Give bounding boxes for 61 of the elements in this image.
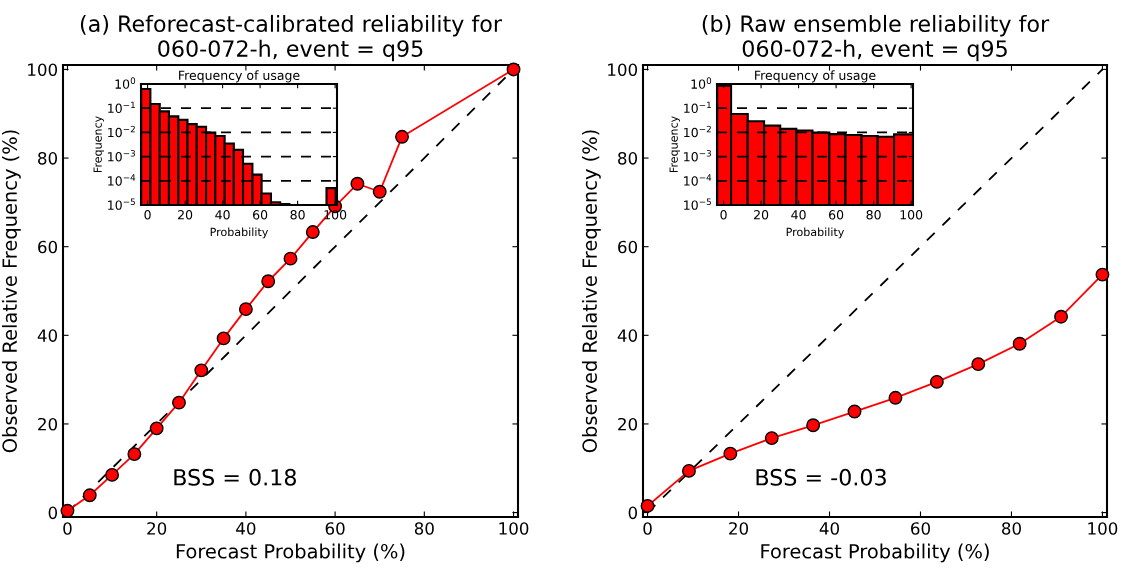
x-tick-label: 100	[499, 522, 529, 535]
x-axis-title: Forecast Probability (%)	[761, 543, 989, 563]
x-tick-label: 100	[900, 210, 923, 220]
x-tick-label: 0	[63, 522, 72, 535]
x-tick-label: 80	[866, 210, 881, 220]
x-tick-label: 80	[414, 522, 434, 535]
chart-title: (a) Reforecast-calibrated reliability for 060-072-h, event = q95	[80, 14, 502, 62]
y-axis-title: Frequency	[93, 116, 104, 173]
chart-title: Frequency of usage	[755, 70, 876, 83]
y-tick-label: 10$^{−2}$	[108, 125, 135, 138]
y-tick-label: 10$^{−4}$	[684, 174, 712, 186]
x-tick-label: 60	[325, 522, 345, 535]
x-tick-label: 0	[643, 522, 652, 535]
y-tick-label: 10$^{0}$	[691, 77, 712, 89]
x-tick-label: 20	[729, 522, 749, 535]
x-tick-label: 0	[144, 210, 151, 220]
x-tick-label: 20	[754, 210, 769, 220]
y-tick-label: 10$^{−2}$	[684, 125, 711, 138]
x-tick-label: 60	[911, 522, 930, 535]
y-tick-label: 0	[48, 506, 58, 520]
x-tick-label: 80	[1002, 522, 1021, 535]
x-tick-label: 20	[178, 210, 193, 220]
chart-title: (b) Raw ensemble reliability for 060-072-h, event = q95	[702, 14, 1050, 62]
x-axis-title: Probability	[210, 227, 269, 239]
y-tick-label: 0	[628, 506, 638, 520]
y-tick-label: 60	[38, 240, 58, 254]
chart-title: Frequency of usage	[179, 70, 300, 83]
y-axis-title: Observed Relative Frequency (%)	[581, 130, 601, 453]
x-tick-label: 100	[1088, 522, 1118, 535]
y-tick-label: 10$^{−3}$	[108, 149, 135, 162]
y-tick-label: 40	[37, 329, 58, 342]
y-tick-label: 20	[618, 417, 638, 431]
x-tick-label: 0	[720, 210, 727, 220]
x-tick-label: 60	[829, 210, 844, 220]
x-tick-label: 40	[236, 522, 256, 535]
y-tick-label: 10$^{−3}$	[684, 149, 711, 162]
y-tick-label: 20	[38, 417, 58, 431]
x-tick-label: 40	[215, 210, 230, 220]
y-tick-label: 10$^{−4}$	[108, 174, 136, 186]
y-tick-label: 10$^{0}$	[115, 77, 136, 89]
x-tick-label: 80	[290, 210, 305, 220]
x-tick-label: 40	[791, 210, 806, 220]
x-tick-label: 60	[253, 210, 268, 220]
y-axis-title: Frequency	[669, 116, 680, 173]
x-axis-title: Probability	[786, 227, 845, 239]
x-axis-title: Forecast Probability (%)	[176, 543, 405, 563]
y-tick-label: 10$^{−1}$	[108, 101, 135, 114]
y-axis-title: Observed Relative Frequency (%)	[1, 130, 21, 453]
annotation: BSS = 0.18	[174, 468, 296, 486]
y-tick-label: 40	[617, 329, 638, 342]
y-tick-label: 100	[28, 63, 58, 76]
y-tick-label: 10$^{−5}$	[684, 198, 711, 210]
y-tick-label: 10$^{−1}$	[684, 101, 711, 114]
y-tick-label: 80	[618, 152, 638, 165]
y-tick-label: 100	[608, 63, 638, 76]
y-tick-label: 80	[38, 152, 58, 165]
x-tick-label: 20	[147, 522, 167, 535]
y-tick-label: 10$^{−5}$	[108, 198, 135, 210]
annotation: BSS = -0.03	[756, 468, 886, 486]
x-tick-label: 40	[819, 522, 840, 535]
y-tick-label: 60	[618, 240, 638, 254]
